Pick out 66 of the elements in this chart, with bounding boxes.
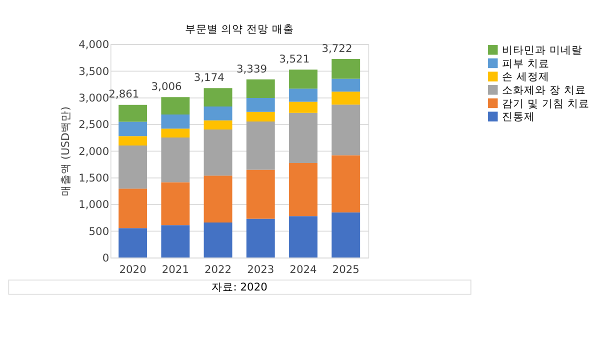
bar (204, 120, 232, 130)
legend-label: 비타민과 미네랄 (502, 43, 583, 56)
bar (204, 88, 232, 107)
bar (289, 102, 318, 113)
bar (332, 104, 360, 156)
bar (118, 122, 148, 136)
bar (204, 176, 232, 223)
y-tick-label: 500 (88, 224, 110, 238)
x-tick-label: 2023 (247, 263, 274, 276)
bar (332, 92, 360, 105)
bar (332, 212, 360, 258)
bar (161, 128, 190, 138)
legend-label: 손 세정제 (502, 70, 550, 84)
bar (289, 163, 318, 216)
total-label: 3,521 (279, 52, 310, 66)
bar (118, 228, 148, 258)
bar (118, 136, 148, 146)
bar (161, 97, 190, 115)
x-tick-label: 2022 (204, 263, 232, 276)
bar (118, 188, 148, 228)
bar (246, 218, 275, 258)
text: 자료: 2020 (211, 280, 268, 294)
total-label: 3,722 (322, 42, 352, 55)
chart-title: 부문별 의약 전망 매출 (184, 22, 294, 36)
y-tick-label: 0 (102, 251, 110, 264)
bar (332, 155, 360, 212)
bar (204, 222, 232, 258)
legend-label: 감기 및 기침 치료 (502, 96, 590, 110)
y-tick-label: 1,000 (78, 198, 110, 212)
y-tick-label: 3,000 (78, 91, 110, 104)
bar (118, 104, 148, 122)
bar (332, 78, 360, 92)
y-tick-label: 2,000 (78, 144, 110, 158)
total-label: 3,339 (236, 62, 268, 76)
bar (161, 225, 190, 258)
total-label: 3,006 (151, 80, 182, 94)
bar (289, 88, 318, 102)
total-label: 3,174 (194, 71, 225, 84)
bar (204, 106, 232, 120)
y-tick-label: 4,000 (78, 38, 110, 52)
total-label: 2,861 (108, 88, 140, 101)
bar (161, 114, 190, 129)
bar (118, 145, 148, 189)
y-tick-label: 2,500 (78, 118, 110, 132)
bar (332, 58, 360, 79)
x-tick-label: 2020 (119, 263, 147, 276)
bar (246, 170, 275, 219)
bar (204, 129, 232, 176)
bar (161, 137, 190, 182)
bar (246, 112, 275, 122)
legend-label: 진통제 (502, 110, 536, 124)
x-tick-label: 2025 (332, 263, 360, 276)
y-tick-label: 1,500 (78, 171, 110, 184)
bar (246, 79, 275, 98)
bar (161, 182, 190, 226)
y-axis-title: 매출액 (USD백만) (58, 106, 72, 196)
legend-label: 피부 치료 (502, 56, 550, 70)
bar (289, 70, 318, 89)
bar (246, 98, 275, 112)
bar (289, 112, 318, 164)
x-tick-label: 2021 (162, 263, 189, 276)
x-tick-label: 2024 (290, 263, 318, 276)
bar (246, 121, 275, 170)
bar (289, 216, 318, 258)
legend-label: 소화제와 장 치료 (502, 83, 586, 96)
y-tick-label: 3,500 (78, 64, 110, 78)
